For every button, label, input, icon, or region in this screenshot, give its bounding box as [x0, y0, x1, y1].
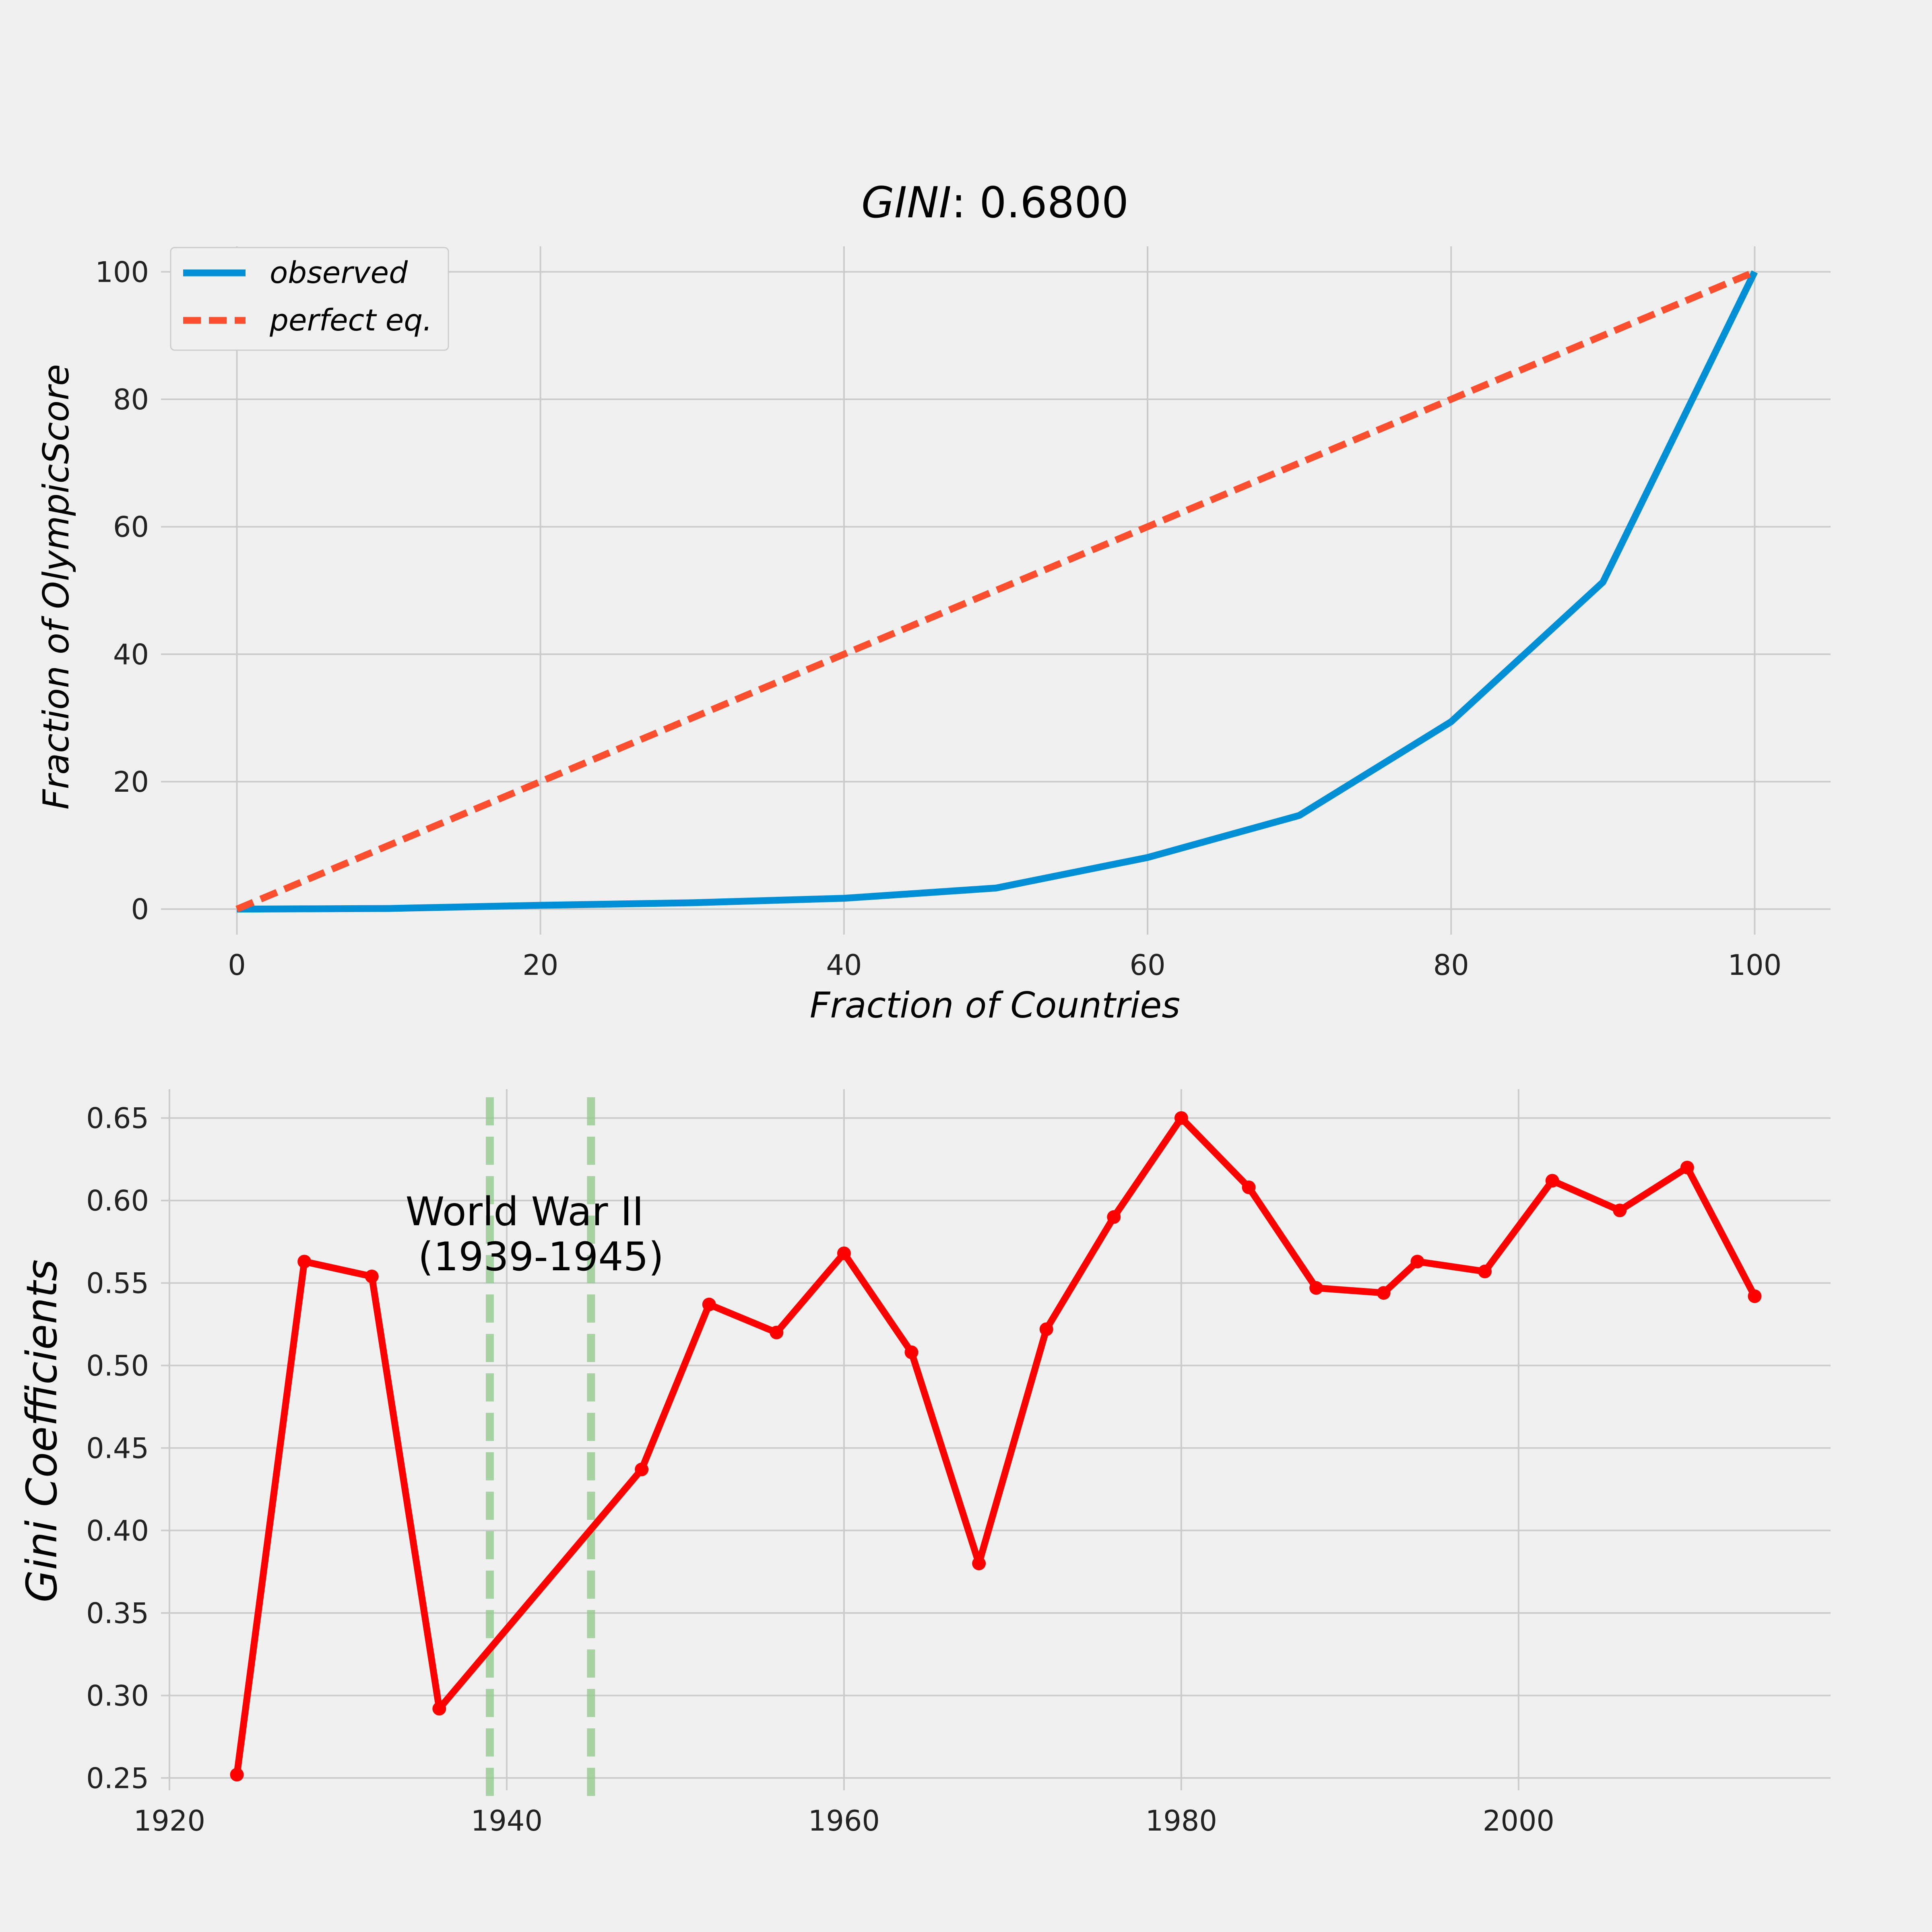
- ww2-annotation: World War II (1939-1945): [406, 1189, 664, 1280]
- gini-point: [1107, 1210, 1121, 1224]
- gini-point: [702, 1297, 716, 1311]
- gini-point: [1680, 1160, 1694, 1174]
- chart-title-value: : 0.6800: [952, 178, 1129, 227]
- top-y-tick-label: 80: [113, 383, 149, 416]
- top-y-tick-label: 0: [131, 893, 149, 926]
- ww2-annotation-line2: (1939-1945): [406, 1234, 664, 1280]
- gini-point: [230, 1768, 244, 1782]
- gini-point: [1545, 1174, 1559, 1188]
- y-axis-label: Fraction of OlympicScore: [35, 364, 77, 809]
- lorenz-chart: GINI: 0.6800 0 20 40 60 80 100 0 20 40 60 80 100 Fr…: [35, 178, 1831, 1026]
- top-x-tick-label: 80: [1433, 949, 1469, 982]
- chart-title: GINI: 0.6800: [861, 178, 1129, 227]
- bottom-x-tick-label: 2000: [1483, 1804, 1554, 1837]
- gini-point: [297, 1255, 312, 1269]
- bottom-x-tick-label: 1940: [471, 1804, 543, 1837]
- bottom-gridlines: [161, 1089, 1831, 1790]
- gini-point: [1377, 1286, 1391, 1300]
- legend-label-observed: observed: [270, 256, 408, 290]
- top-x-tick-label: 40: [826, 949, 862, 982]
- top-y-tick-label: 60: [113, 511, 149, 544]
- gini-point: [972, 1556, 986, 1571]
- bottom-x-tick-label: 1960: [808, 1804, 880, 1837]
- gini-point: [770, 1325, 784, 1340]
- top-series: [235, 268, 1758, 913]
- gini-chart: 1920 1940 1960 1980 2000 0.25 0.30 0.35 0.40 0.45…: [17, 1089, 1831, 1837]
- perfect-equality-line: [235, 268, 1756, 912]
- top-y-tick-label: 100: [95, 256, 149, 289]
- gini-point: [1309, 1281, 1323, 1295]
- bottom-y-tick-label: 0.45: [86, 1432, 149, 1465]
- top-y-tick-label: 40: [113, 638, 149, 671]
- top-x-tick-label: 100: [1728, 949, 1782, 982]
- gini-point: [635, 1462, 649, 1476]
- gini-point: [365, 1269, 379, 1284]
- gini-line: [233, 1115, 1758, 1775]
- bottom-y-tick-label: 0.30: [86, 1679, 149, 1712]
- gini-point: [1613, 1203, 1627, 1218]
- gini-point: [1039, 1322, 1053, 1336]
- bottom-tick-labels: 1920 1940 1960 1980 2000 0.25 0.30 0.35 0.40 0.45…: [86, 1102, 1554, 1837]
- gini-point: [837, 1246, 851, 1260]
- top-y-tick-label: 20: [113, 766, 149, 799]
- top-x-tick-label: 20: [522, 949, 558, 982]
- ww2-annotation-line1: World War II: [406, 1189, 644, 1235]
- bottom-series: [230, 1111, 1762, 1782]
- bottom-y-tick-label: 0.40: [86, 1514, 149, 1547]
- legend-label-perfect-eq: perfect eq.: [269, 303, 432, 338]
- x-axis-label: Fraction of Countries: [810, 985, 1180, 1026]
- top-x-tick-label: 0: [228, 949, 246, 982]
- gini-point: [1410, 1255, 1424, 1269]
- bottom-x-tick-label: 1920: [134, 1804, 205, 1837]
- gini-point: [432, 1702, 446, 1716]
- top-tick-labels: 0 20 40 60 80 100 0 20 40 60 80 100: [95, 256, 1781, 982]
- gini-point: [1748, 1289, 1762, 1303]
- gini-point: [1478, 1264, 1492, 1278]
- gini-point: [904, 1345, 919, 1359]
- observed-line: [237, 270, 1758, 913]
- bottom-y-tick-label: 0.60: [86, 1185, 149, 1218]
- bottom-y-tick-label: 0.35: [86, 1597, 149, 1630]
- bottom-x-tick-label: 1980: [1146, 1804, 1217, 1837]
- bottom-y-tick-label: 0.25: [86, 1762, 149, 1795]
- gini-point: [1174, 1111, 1188, 1125]
- top-x-tick-label: 60: [1130, 949, 1166, 982]
- legend: observed perfect eq.: [170, 247, 449, 351]
- bottom-y-tick-label: 0.55: [86, 1267, 149, 1300]
- chart-title-italic: GINI: [861, 178, 952, 227]
- bottom-y-tick-label: 0.65: [86, 1102, 149, 1135]
- gini-point: [1242, 1180, 1256, 1194]
- bottom-y-tick-label: 0.50: [86, 1350, 149, 1383]
- y-axis-label-gini: Gini Coefficients: [17, 1259, 66, 1602]
